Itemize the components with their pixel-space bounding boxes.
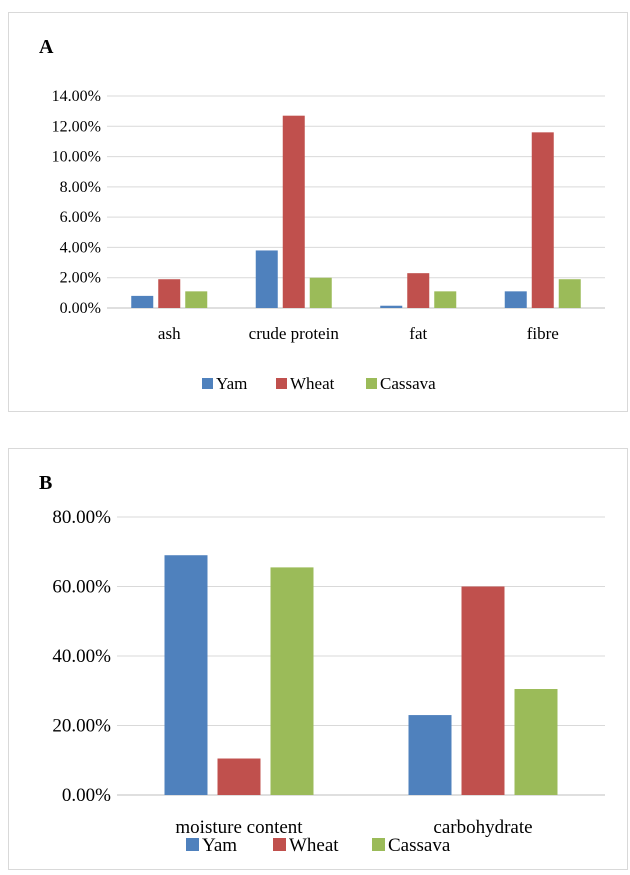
bar-yam-moisture-content <box>164 555 208 795</box>
bar-wheat-carbohydrate <box>461 586 505 795</box>
y-tick-label: 2.00% <box>60 270 101 287</box>
bar-yam-carbohydrate <box>408 715 452 795</box>
bar-wheat-fibre <box>531 132 554 308</box>
legend-label-cassava: Cassava <box>380 374 436 393</box>
y-tick-label: 0.00% <box>62 785 111 806</box>
y-tick-label: 40.00% <box>52 646 111 667</box>
chart-a-svg: A 0.00% 2.00% 4.00% 6.00% 8.00% 10.00% 12.00% 1… <box>39 36 605 393</box>
legend-swatch-wheat <box>276 378 287 389</box>
chart-panel-b: B 0.00% 20.00% 40.00% 60.00% 80.00% moisture … <box>8 448 628 870</box>
y-tick-label: 60.00% <box>52 577 111 598</box>
bar-wheat-ash <box>158 279 181 308</box>
x-category-label: moisture content <box>175 817 303 838</box>
legend-swatch-cassava <box>366 378 377 389</box>
bar-wheat-crude-protein <box>282 115 305 308</box>
y-tick-label: 4.00% <box>60 239 101 256</box>
bar-yam-crude-protein <box>255 250 278 308</box>
y-tick-label: 0.00% <box>60 300 101 317</box>
bar-yam-fibre <box>504 291 527 308</box>
panel-label-b: B <box>39 472 52 494</box>
bar-wheat-fat <box>407 273 430 308</box>
legend-label-yam: Yam <box>202 835 237 856</box>
x-category-label: carbohydrate <box>433 817 532 838</box>
bar-cassava-fibre <box>558 279 581 308</box>
y-tick-label: 20.00% <box>52 716 111 737</box>
legend-label-wheat: Wheat <box>289 835 339 856</box>
bar-yam-fat <box>380 305 403 308</box>
legend-swatch-wheat <box>273 838 286 851</box>
bar-cassava-carbohydrate <box>514 689 558 795</box>
x-category-label: ash <box>158 324 181 343</box>
legend-swatch-yam <box>202 378 213 389</box>
y-tick-label: 80.00% <box>52 507 111 528</box>
y-tick-label: 8.00% <box>60 179 101 196</box>
bar-yam-ash <box>131 295 154 308</box>
y-tick-label: 14.00% <box>52 88 101 105</box>
legend-label-yam: Yam <box>216 374 247 393</box>
chart-panel-a: A 0.00% 2.00% 4.00% 6.00% 8.00% 10.00% 12.00% 1… <box>8 12 628 412</box>
bar-cassava-ash <box>185 291 208 308</box>
legend-swatch-cassava <box>372 838 385 851</box>
chart-b-svg: B 0.00% 20.00% 40.00% 60.00% 80.00% moisture … <box>39 472 605 856</box>
x-category-label: fat <box>409 324 427 343</box>
x-category-label: fibre <box>527 324 559 343</box>
bar-cassava-crude-protein <box>309 277 332 308</box>
y-tick-label: 6.00% <box>60 209 101 226</box>
bar-wheat-moisture-content <box>217 758 261 795</box>
bar-cassava-moisture-content <box>270 567 314 795</box>
legend-swatch-yam <box>186 838 199 851</box>
bar-cassava-fat <box>434 291 457 308</box>
y-tick-label: 10.00% <box>52 149 101 166</box>
x-category-label: crude protein <box>249 324 340 343</box>
panel-label-a: A <box>39 36 54 58</box>
y-tick-label: 12.00% <box>52 118 101 135</box>
legend-label-wheat: Wheat <box>290 374 335 393</box>
legend-label-cassava: Cassava <box>388 835 451 856</box>
